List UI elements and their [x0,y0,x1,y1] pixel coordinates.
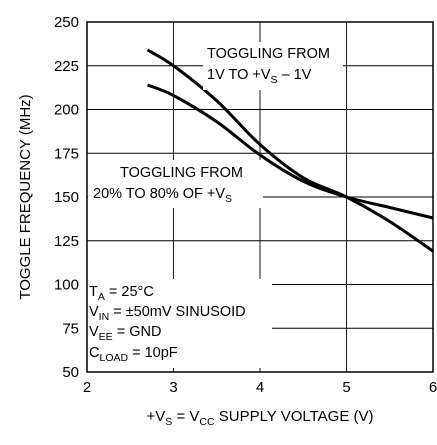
y-axis-label: TOGGLE FREQUENCY (MHz) [17,94,34,299]
x-axis-label: +VS = VCC SUPPLY VOLTAGE (V) [147,408,374,428]
y-tick-label-6: 200 [54,102,79,119]
condition-load: CLOAD = 10pF [89,345,178,364]
series-line-1 [146,83,434,220]
y-tick-label-1: 75 [62,320,79,337]
y-tick-label-2: 100 [54,277,79,294]
condition-input-voltage: VIN = ±50mV SINUSOID [89,304,246,323]
x-tick-label-2: 4 [256,379,264,396]
y-tick-label-7: 225 [54,58,79,75]
y-tick-label-3: 125 [54,233,79,250]
condition-vee: VEE = GND [89,324,161,343]
tick-labels: 50 75 100 125 150 175 200 225 250 2 3 4 5 6 [54,14,437,396]
x-tick-label-3: 5 [342,379,350,396]
y-tick-label-4: 150 [54,189,79,206]
upper-annotation-line1: TOGGLING FROM [207,46,330,62]
condition-temperature: TA = 25°C [89,284,154,303]
upper-annotation-line2: 1V TO +VS – 1V [207,67,312,86]
lower-annotation-line1: TOGGLING FROM [120,165,243,181]
x-tick-label-1: 3 [169,379,177,396]
x-tick-label-0: 2 [83,379,91,396]
y-tick-label-5: 175 [54,145,79,162]
plot-frame [86,21,434,373]
data-curves [146,48,434,253]
y-tick-label-8: 250 [54,14,79,31]
x-tick-label-4: 6 [429,379,437,396]
lower-annotation-mask [88,160,263,208]
conditions-mask [84,279,272,368]
series-line-0 [146,48,434,253]
y-tick-label-0: 50 [62,364,79,381]
upper-annotation-mask [203,42,343,90]
lower-annotation-line2: 20% TO 80% OF +VS [93,186,232,205]
